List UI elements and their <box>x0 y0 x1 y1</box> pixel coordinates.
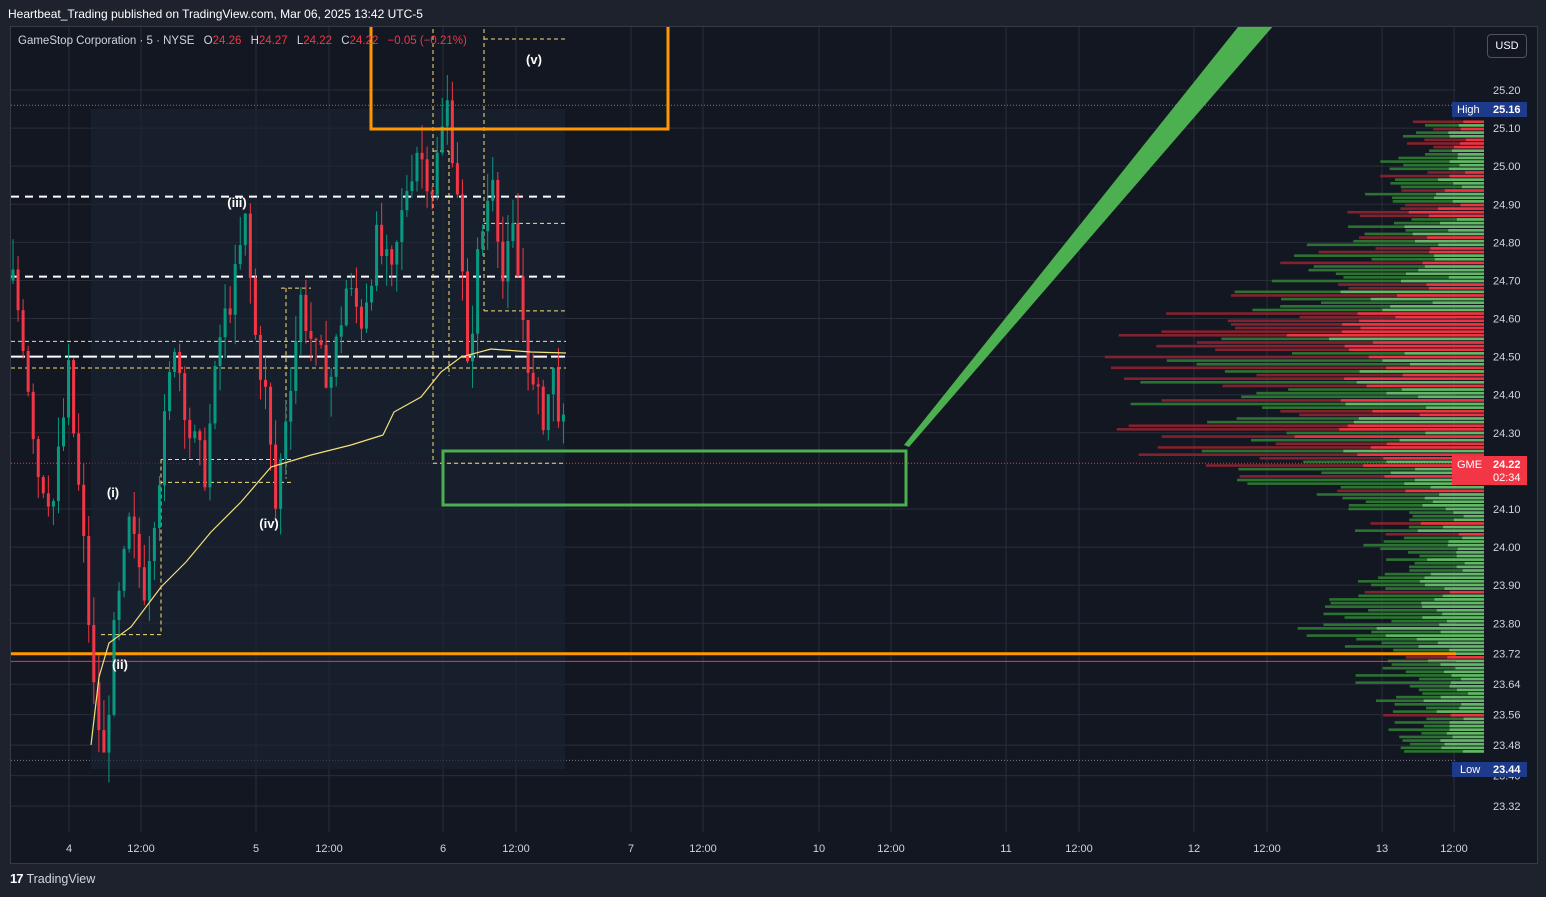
open-label: O <box>203 35 213 47</box>
low-tag-value: 23.44 <box>1493 764 1521 776</box>
time-tick: 12:00 <box>127 843 155 855</box>
price-tick: 23.80 <box>1493 618 1521 630</box>
symbol-name[interactable]: GameStop Corporation · 5 · NYSE <box>18 35 195 47</box>
annotation-boxes[interactable] <box>369 27 1281 507</box>
time-tick: 12:00 <box>1440 843 1468 855</box>
time-tick: 13 <box>1376 843 1388 855</box>
price-tick: 24.40 <box>1493 390 1521 402</box>
price-tick: 23.90 <box>1493 580 1521 592</box>
time-tick: 12:00 <box>502 843 530 855</box>
time-tick: 12:00 <box>1065 843 1093 855</box>
high-value: 24.27 <box>258 35 288 47</box>
price-tick: 24.50 <box>1493 352 1521 364</box>
time-tick: 6 <box>440 843 446 855</box>
time-tick: 12 <box>1188 843 1200 855</box>
time-tick: 12:00 <box>1253 843 1281 855</box>
projection-wedge[interactable] <box>904 27 1281 447</box>
tradingview-logo-icon: 17 <box>10 871 24 886</box>
close-value: 24.22 <box>349 35 379 47</box>
time-tick: 4 <box>66 843 72 855</box>
target-box-orange[interactable] <box>369 27 670 131</box>
current-tag-symbol: GME <box>1457 459 1482 471</box>
volume-profile <box>1104 120 1484 753</box>
price-tick: 24.30 <box>1493 428 1521 440</box>
close-label: C <box>341 35 350 47</box>
candles <box>11 75 565 783</box>
price-tick: 23.48 <box>1493 740 1521 752</box>
price-tags: High 25.16 Low 23.44 GME 24.22 02:34 <box>1452 102 1527 777</box>
wave-label-i: (i) <box>107 485 119 500</box>
wave-label-ii: (ii) <box>112 657 128 672</box>
time-tick: 5 <box>253 843 259 855</box>
current-price-tag: GME 24.22 02:34 <box>1452 456 1527 485</box>
time-tick: 11 <box>1000 843 1011 855</box>
high-tag: High 25.16 <box>1452 102 1527 117</box>
time-tick: 12:00 <box>877 843 905 855</box>
low-value: 24.22 <box>303 35 333 47</box>
high-label: H <box>250 35 259 47</box>
price-tick: 23.64 <box>1493 679 1521 691</box>
price-tick: 23.56 <box>1493 710 1521 722</box>
time-tick: 12:00 <box>315 843 343 855</box>
open-value: 24.26 <box>212 35 242 47</box>
low-label: L <box>296 35 304 47</box>
footer-branding[interactable]: 17 TradingView <box>10 871 95 886</box>
price-tick: 25.20 <box>1493 85 1521 97</box>
current-tag-value: 24.22 <box>1493 459 1521 471</box>
price-axis[interactable]: 25.20 25.10 25.00 24.90 24.80 24.70 24.60 24.50… <box>1493 85 1521 813</box>
horizontal-levels <box>11 27 1456 662</box>
price-tick: 24.10 <box>1493 504 1521 516</box>
price-tick: 23.32 <box>1493 801 1521 813</box>
price-tick: 24.00 <box>1493 542 1521 554</box>
symbol-legend[interactable]: GameStop Corporation · 5 · NYSE O24.26 H… <box>18 35 467 47</box>
publication-info: Heartbeat_Trading published on TradingVi… <box>8 7 423 21</box>
wave-labels: (i) (ii) (iii) (iv) (v) <box>107 52 542 672</box>
price-tick: 24.90 <box>1493 199 1521 211</box>
wave-label-iv: (iv) <box>259 516 279 531</box>
time-tick: 7 <box>628 843 634 855</box>
price-tick: 24.80 <box>1493 237 1521 249</box>
currency-button[interactable]: USD <box>1487 34 1527 58</box>
price-tick: 25.00 <box>1493 161 1521 173</box>
time-axis[interactable]: 4 12:00 5 12:00 6 12:00 7 12:00 10 12:00 11 12:00 12… <box>66 843 1468 855</box>
high-tag-value: 25.16 <box>1493 104 1521 116</box>
chart-pane[interactable]: (i) (ii) (iii) (iv) (v) 25.20 25.10 25.00 2… <box>10 26 1538 864</box>
change-value: −0.05 (−0.21%) <box>387 35 467 47</box>
wave-label-iii: (iii) <box>227 195 247 210</box>
price-tick: 23.72 <box>1493 649 1521 661</box>
high-tag-label: High <box>1457 104 1480 116</box>
price-tick: 24.60 <box>1493 314 1521 326</box>
support-box-green[interactable] <box>441 449 908 507</box>
price-tick: 25.10 <box>1493 123 1521 135</box>
tradingview-brand-text: TradingView <box>26 871 96 886</box>
low-tag: Low 23.44 <box>1452 762 1527 777</box>
time-tick: 10 <box>813 843 825 855</box>
wave-label-v: (v) <box>526 52 542 67</box>
vwap-line <box>90 348 567 746</box>
time-tick: 12:00 <box>689 843 717 855</box>
price-tick: 24.70 <box>1493 275 1521 287</box>
session-highlight <box>91 109 565 769</box>
chart-canvas[interactable]: (i) (ii) (iii) (iv) (v) 25.2025.1025.002… <box>11 27 1537 863</box>
current-tag-countdown: 02:34 <box>1493 472 1521 484</box>
low-tag-label: Low <box>1460 764 1480 776</box>
